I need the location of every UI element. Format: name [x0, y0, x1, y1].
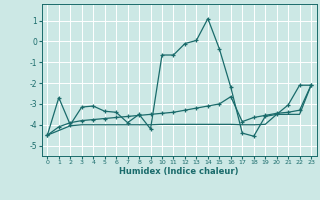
X-axis label: Humidex (Indice chaleur): Humidex (Indice chaleur): [119, 167, 239, 176]
